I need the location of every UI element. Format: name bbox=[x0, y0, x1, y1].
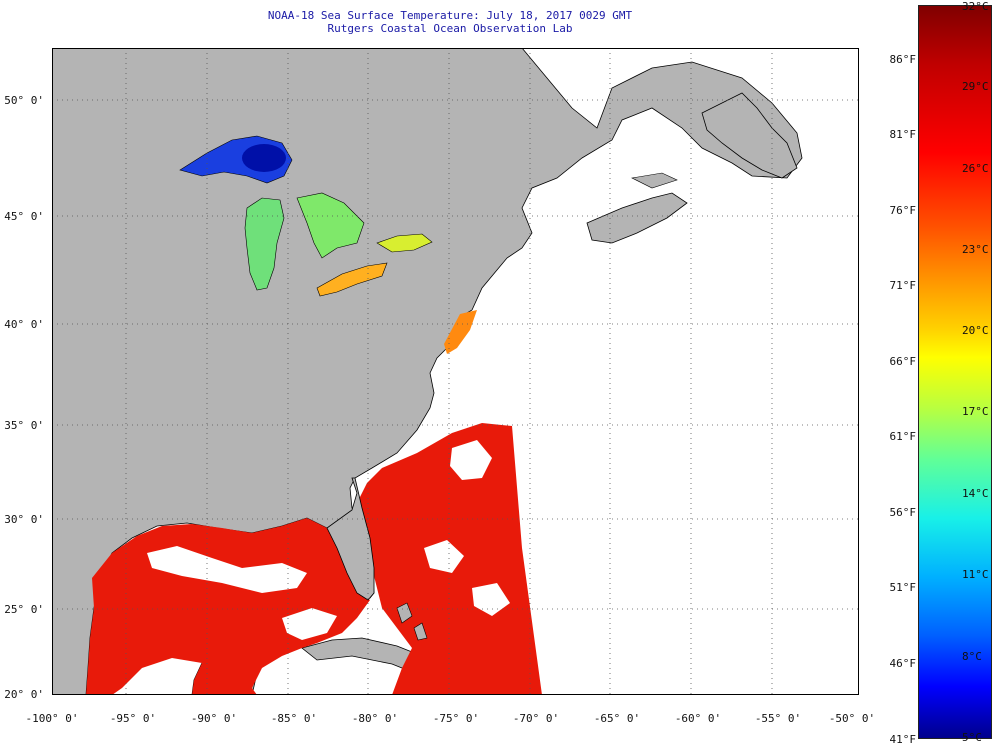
lat-label-25: 25° 0' bbox=[4, 603, 44, 616]
colorbar-label-14c: 14°C bbox=[962, 487, 989, 500]
colorbar-label-5c: 5°C bbox=[962, 731, 982, 744]
lon-label-100w: -100° 0' bbox=[25, 712, 79, 725]
lon-label-95w: -95° 0' bbox=[109, 712, 157, 725]
map-subtitle: Rutgers Coastal Ocean Observation Lab bbox=[327, 22, 573, 35]
colorbar-label-20c: 20°C bbox=[962, 324, 989, 337]
gulf-cloud-cover bbox=[147, 546, 307, 593]
colorbar-label-41f: 41°F bbox=[889, 733, 917, 746]
florida-land bbox=[326, 477, 375, 601]
lon-label-60w: -60° 0' bbox=[674, 712, 722, 725]
atlantic-cloud-cover-2 bbox=[424, 540, 464, 573]
lat-label-40: 40° 0' bbox=[4, 318, 44, 331]
mid-atlantic-warm-shelf bbox=[444, 310, 477, 354]
colorbar-label-61f: 61°F bbox=[889, 430, 917, 443]
lat-label-45: 45° 0' bbox=[4, 210, 44, 223]
colorbar-label-51f: 51°F bbox=[889, 581, 917, 594]
atlantic-cloud-cover-1 bbox=[450, 440, 492, 480]
lon-label-70w: -70° 0' bbox=[512, 712, 560, 725]
lon-label-90w: -90° 0' bbox=[190, 712, 238, 725]
colorbar-label-76f: 76°F bbox=[889, 204, 917, 217]
colorbar-label-32c: 32°C bbox=[962, 0, 989, 13]
colorbar-label-81f: 81°F bbox=[889, 128, 917, 141]
colorbar-label-66f: 66°F bbox=[889, 355, 917, 368]
atlantic-cloud-cover-3 bbox=[472, 583, 510, 616]
sst-map bbox=[52, 48, 859, 695]
lat-label-20: 20° 0' bbox=[4, 688, 44, 701]
map-border bbox=[52, 48, 859, 695]
lon-label-75w: -75° 0' bbox=[432, 712, 480, 725]
map-title: NOAA-18 Sea Surface Temperature: July 18… bbox=[267, 9, 633, 22]
colorbar-label-56f: 56°F bbox=[889, 506, 917, 519]
colorbar-label-17c: 17°C bbox=[962, 405, 989, 418]
colorbar-label-23c: 23°C bbox=[962, 243, 989, 256]
colorbar-label-29c: 29°C bbox=[962, 80, 989, 93]
lon-label-85w: -85° 0' bbox=[270, 712, 318, 725]
lake-erie bbox=[316, 262, 388, 297]
lat-label-30: 30° 0' bbox=[4, 513, 44, 526]
colorbar-label-26c: 26°C bbox=[962, 162, 989, 175]
lake-michigan bbox=[244, 197, 285, 291]
lat-label-35: 35° 0' bbox=[4, 419, 44, 432]
lon-label-50w: -50° 0' bbox=[828, 712, 876, 725]
lon-label-65w: -65° 0' bbox=[593, 712, 641, 725]
colorbar-label-8c: 8°C bbox=[962, 650, 982, 663]
lon-label-55w: -55° 0' bbox=[754, 712, 802, 725]
lake-superior-cold-core bbox=[242, 144, 286, 172]
temperature-colorbar bbox=[918, 5, 992, 739]
lat-label-50: 50° 0' bbox=[4, 94, 44, 107]
colorbar-label-11c: 11°C bbox=[962, 568, 989, 581]
pei-land bbox=[631, 172, 678, 189]
colorbar-label-71f: 71°F bbox=[889, 279, 917, 292]
newfoundland-land bbox=[701, 92, 798, 179]
colorbar-label-86f: 86°F bbox=[889, 53, 917, 66]
sst-map-canvas bbox=[52, 48, 859, 695]
lon-label-80w: -80° 0' bbox=[351, 712, 399, 725]
lake-ontario bbox=[376, 233, 433, 253]
gulf-cloud-cover-south bbox=[282, 608, 337, 640]
lake-huron bbox=[296, 192, 365, 259]
bahamas-islands bbox=[396, 602, 428, 641]
colorbar-label-46f: 46°F bbox=[889, 657, 917, 670]
nova-scotia-land bbox=[586, 192, 688, 244]
